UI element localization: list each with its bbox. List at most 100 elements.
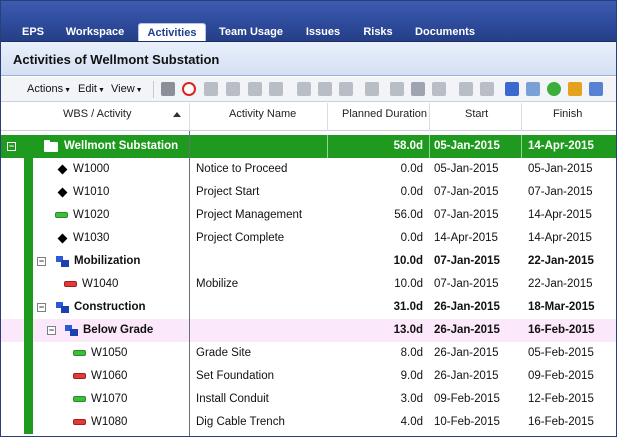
sort-ascending-icon[interactable] [173,112,181,117]
save-icon[interactable] [161,82,175,96]
tab-documents[interactable]: Documents [415,26,475,38]
activity-row[interactable]: W1070 Install Conduit 3.0d 09-Feb-2015 12-Fe… [1,388,616,411]
col-activity-name[interactable]: Activity Name [229,108,297,120]
project-band [24,250,33,273]
schedule-icon[interactable] [505,82,519,96]
finish-date: 16-Feb-2015 [528,324,595,336]
resource-icon[interactable] [269,82,283,96]
col-finish[interactable]: Finish [553,108,583,120]
activity-name: Notice to Proceed [196,163,288,175]
tree-icon[interactable] [339,82,353,96]
activity-row[interactable]: W1040 Mobilize 10.0d 07-Jan-2015 22-Jan-2015 [1,273,616,296]
col-planned-duration[interactable]: Planned Duration [342,108,428,120]
wbs-activity-id: W1010 [73,186,110,198]
activity-name: Project Complete [196,232,285,244]
collapse-toggle[interactable]: − [37,302,46,312]
level-icon[interactable] [526,82,540,96]
project-band [24,204,33,227]
home-icon[interactable] [480,82,494,96]
activity-inprogress-icon [73,350,86,356]
planned-duration: 4.0d [400,416,423,428]
activity-row[interactable]: W1080 Dig Cable Trench 4.0d 10-Feb-2015 16-F… [1,411,616,434]
activity-name: Dig Cable Trench [196,416,285,428]
wbs-icon-part [65,325,72,331]
print-icon[interactable] [589,82,603,96]
tab-eps[interactable]: EPS [21,26,44,38]
assign-icon[interactable] [204,82,218,96]
start-date: 14-Apr-2015 [434,232,498,244]
resource-remove-icon[interactable] [318,82,332,96]
start-date: 26-Jan-2015 [434,324,500,336]
edit-menu[interactable]: Edit▼ [78,83,105,95]
start-date: 07-Jan-2015 [434,278,499,290]
activity-row[interactable]: W1030 Project Complete 0.0d 14-Apr-2015 14-A… [1,227,616,250]
project-band [24,227,33,250]
col-wbs-activity[interactable]: WBS / Activity [63,108,132,120]
filter-icon[interactable] [568,82,582,96]
tab-workspace[interactable]: Workspace [65,26,125,38]
tab-risks[interactable]: Risks [363,26,393,38]
activity-row[interactable]: W1050 Grade Site 8.0d 26-Jan-2015 05-Feb-201… [1,342,616,365]
planned-duration: 0.0d [400,163,423,175]
delete-icon[interactable] [226,82,240,96]
column-divider [327,135,328,158]
lock-icon[interactable] [390,82,404,96]
tab-issues[interactable]: Issues [305,26,341,38]
project-band [24,181,33,204]
view-menu-label: View [111,83,135,95]
wbs-row[interactable]: − Mobilization 10.0d 07-Jan-2015 22-Jan-2015 [1,250,616,273]
cancel-icon[interactable] [182,82,196,96]
wbs-activity-id: W1080 [91,416,128,428]
planned-duration: 9.0d [400,370,423,382]
finish-date: 09-Feb-2015 [528,370,594,382]
activity-name: Install Conduit [196,393,269,405]
start-date: 07-Jan-2015 [434,186,499,198]
tree-divider [189,131,190,436]
finish-date: 07-Jan-2015 [528,186,593,198]
collapse-toggle[interactable]: − [37,256,46,266]
start-date: 07-Jan-2015 [434,209,499,221]
project-row[interactable]: − Wellmont Substation 58.0d 05-Jan-2015 14-A… [1,135,616,158]
relationship-icon[interactable] [459,82,473,96]
link-icon[interactable] [248,82,262,96]
finish-date: 12-Feb-2015 [528,393,594,405]
wbs-icon-part [61,260,69,267]
tab-activities[interactable]: Activities [138,23,206,41]
wbs-row[interactable]: − Below Grade 13.0d 26-Jan-2015 16-Feb-2015 [1,319,616,342]
finish-date: 14-Apr-2015 [528,232,592,244]
activity-name: Mobilize [196,278,239,290]
activity-notstarted-icon [64,281,77,287]
code-icon[interactable] [432,82,446,96]
step-icon[interactable] [365,82,379,96]
activity-row[interactable]: W1060 Set Foundation 9.0d 26-Jan-2015 09-Feb… [1,365,616,388]
collapse-toggle[interactable]: − [7,141,16,151]
activity-inprogress-icon [73,396,86,402]
finish-date: 05-Jan-2015 [528,163,593,175]
activity-row[interactable]: W1000 Notice to Proceed 0.0d 05-Jan-2015 05-… [1,158,616,181]
tab-team-usage[interactable]: Team Usage [219,26,283,38]
view-menu[interactable]: View▼ [111,83,143,95]
wbs-activity-id: Below Grade [83,324,154,336]
resource-add-icon[interactable] [297,82,311,96]
activity-name [196,319,326,342]
actions-menu[interactable]: Actions▼ [27,83,71,95]
activity-inprogress-icon [55,212,68,218]
copy-icon[interactable] [411,82,425,96]
collapse-toggle[interactable]: − [47,325,56,335]
wbs-icon-part [56,256,63,262]
wbs-activity-id: W1030 [73,232,110,244]
activity-row[interactable]: W1010 Project Start 0.0d 07-Jan-2015 07-Jan-… [1,181,616,204]
start-date: 26-Jan-2015 [434,301,500,313]
col-start[interactable]: Start [465,108,489,120]
activity-name [196,250,326,273]
start-date: 10-Feb-2015 [434,416,500,428]
planned-duration: 0.0d [400,232,423,244]
activity-row[interactable]: W1020 Project Management 56.0d 07-Jan-2015 1… [1,204,616,227]
wbs-row[interactable]: − Construction 31.0d 26-Jan-2015 18-Mar-2015 [1,296,616,319]
column-divider [429,135,430,158]
milestone-icon [57,187,68,198]
check-icon[interactable] [547,82,561,96]
wbs-activity-id: W1040 [82,278,119,290]
start-date: 05-Jan-2015 [434,140,500,152]
wbs-activity-id: W1020 [73,209,110,221]
